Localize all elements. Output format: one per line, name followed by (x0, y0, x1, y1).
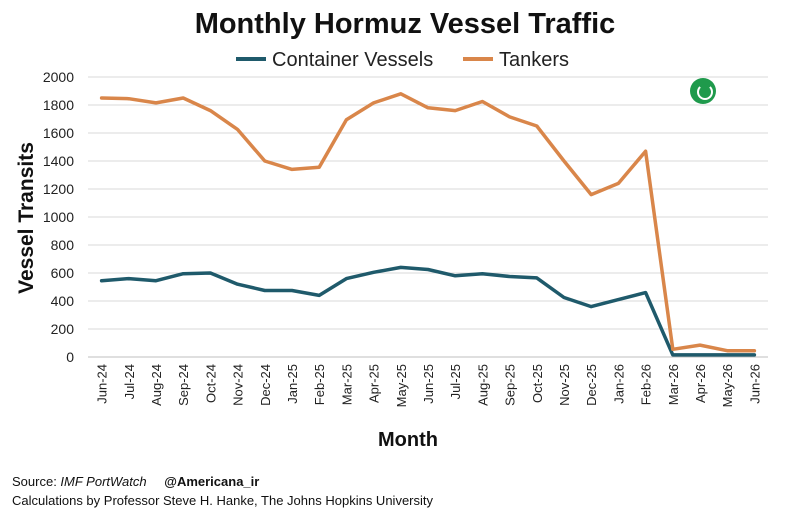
x-tick-label: Sep-25 (503, 364, 518, 406)
y-tick-label: 800 (51, 237, 75, 253)
y-tick-label: 200 (51, 321, 75, 337)
americana-logo-icon (690, 78, 716, 104)
series-lines (99, 92, 757, 357)
y-axis-label: Vessel Transits (15, 142, 38, 294)
x-tick-label: Jul-24 (122, 364, 137, 399)
x-tick-label: Sep-24 (176, 364, 191, 406)
calculations-note: Calculations by Professor Steve H. Hanke… (12, 493, 434, 508)
x-tick-label: May-25 (394, 364, 409, 407)
series-line-container-vessels (99, 265, 757, 357)
x-tick-label: Nov-25 (557, 364, 572, 406)
x-tick-label: Mar-25 (339, 364, 354, 405)
source-name: IMF PortWatch (60, 474, 147, 489)
x-tick-label: Nov-24 (231, 364, 246, 406)
legend-label: Tankers (499, 49, 569, 71)
y-tick-label: 1400 (43, 153, 74, 169)
y-tick-label: 1000 (43, 209, 74, 225)
legend: Container Vessels Tankers (236, 49, 569, 71)
chart-title: Monthly Hormuz Vessel Traffic (195, 8, 616, 40)
y-tick-label: 1600 (43, 125, 74, 141)
x-tick-label: Oct-25 (530, 364, 545, 403)
y-tick-label: 1800 (43, 97, 74, 113)
x-tick-label: Oct-24 (203, 364, 218, 403)
handle-text: @Americana_ir (164, 474, 260, 489)
x-tick-label: Jun-26 (747, 364, 762, 404)
y-tick-label: 1200 (43, 181, 74, 197)
y-tick-label: 600 (51, 265, 75, 281)
x-tick-label: Apr-26 (693, 364, 708, 403)
x-tick-label: May-26 (720, 364, 735, 407)
source-prefix: Source: (12, 474, 61, 489)
y-tick-label: 0 (66, 349, 74, 365)
x-tick-label: Jan-25 (285, 364, 300, 404)
x-tick-label: Jun-25 (421, 364, 436, 404)
x-tick-label: Dec-24 (258, 364, 273, 406)
series-line-tankers (99, 92, 757, 353)
x-tick-label: Aug-25 (475, 364, 490, 406)
x-axis-ticks: Jun-24 Jul-24 Aug-24 Sep-24 Oct-24 Nov-24 Dec-… (95, 364, 763, 407)
x-tick-label: Feb-25 (312, 364, 327, 405)
grid (88, 76, 768, 358)
x-tick-label: Jan-26 (611, 364, 626, 404)
x-tick-label: Jun-24 (95, 364, 110, 404)
x-axis-label: Month (378, 429, 438, 451)
x-tick-label: Aug-24 (149, 364, 164, 406)
y-tick-label: 400 (51, 293, 75, 309)
y-tick-label: 2000 (43, 69, 74, 85)
x-tick-label: Apr-25 (367, 364, 382, 403)
x-tick-label: Jul-25 (448, 364, 463, 399)
x-tick-label: Dec-25 (584, 364, 599, 406)
x-tick-label: Feb-26 (639, 364, 654, 405)
x-tick-label: Mar-26 (666, 364, 681, 405)
y-axis-ticks: 0 200 400 600 800 1000 1200 1400 1600 1800 2000 (43, 69, 74, 365)
source-line: Source: IMF PortWatch @Americana_ir (12, 474, 259, 489)
legend-label: Container Vessels (272, 49, 433, 71)
